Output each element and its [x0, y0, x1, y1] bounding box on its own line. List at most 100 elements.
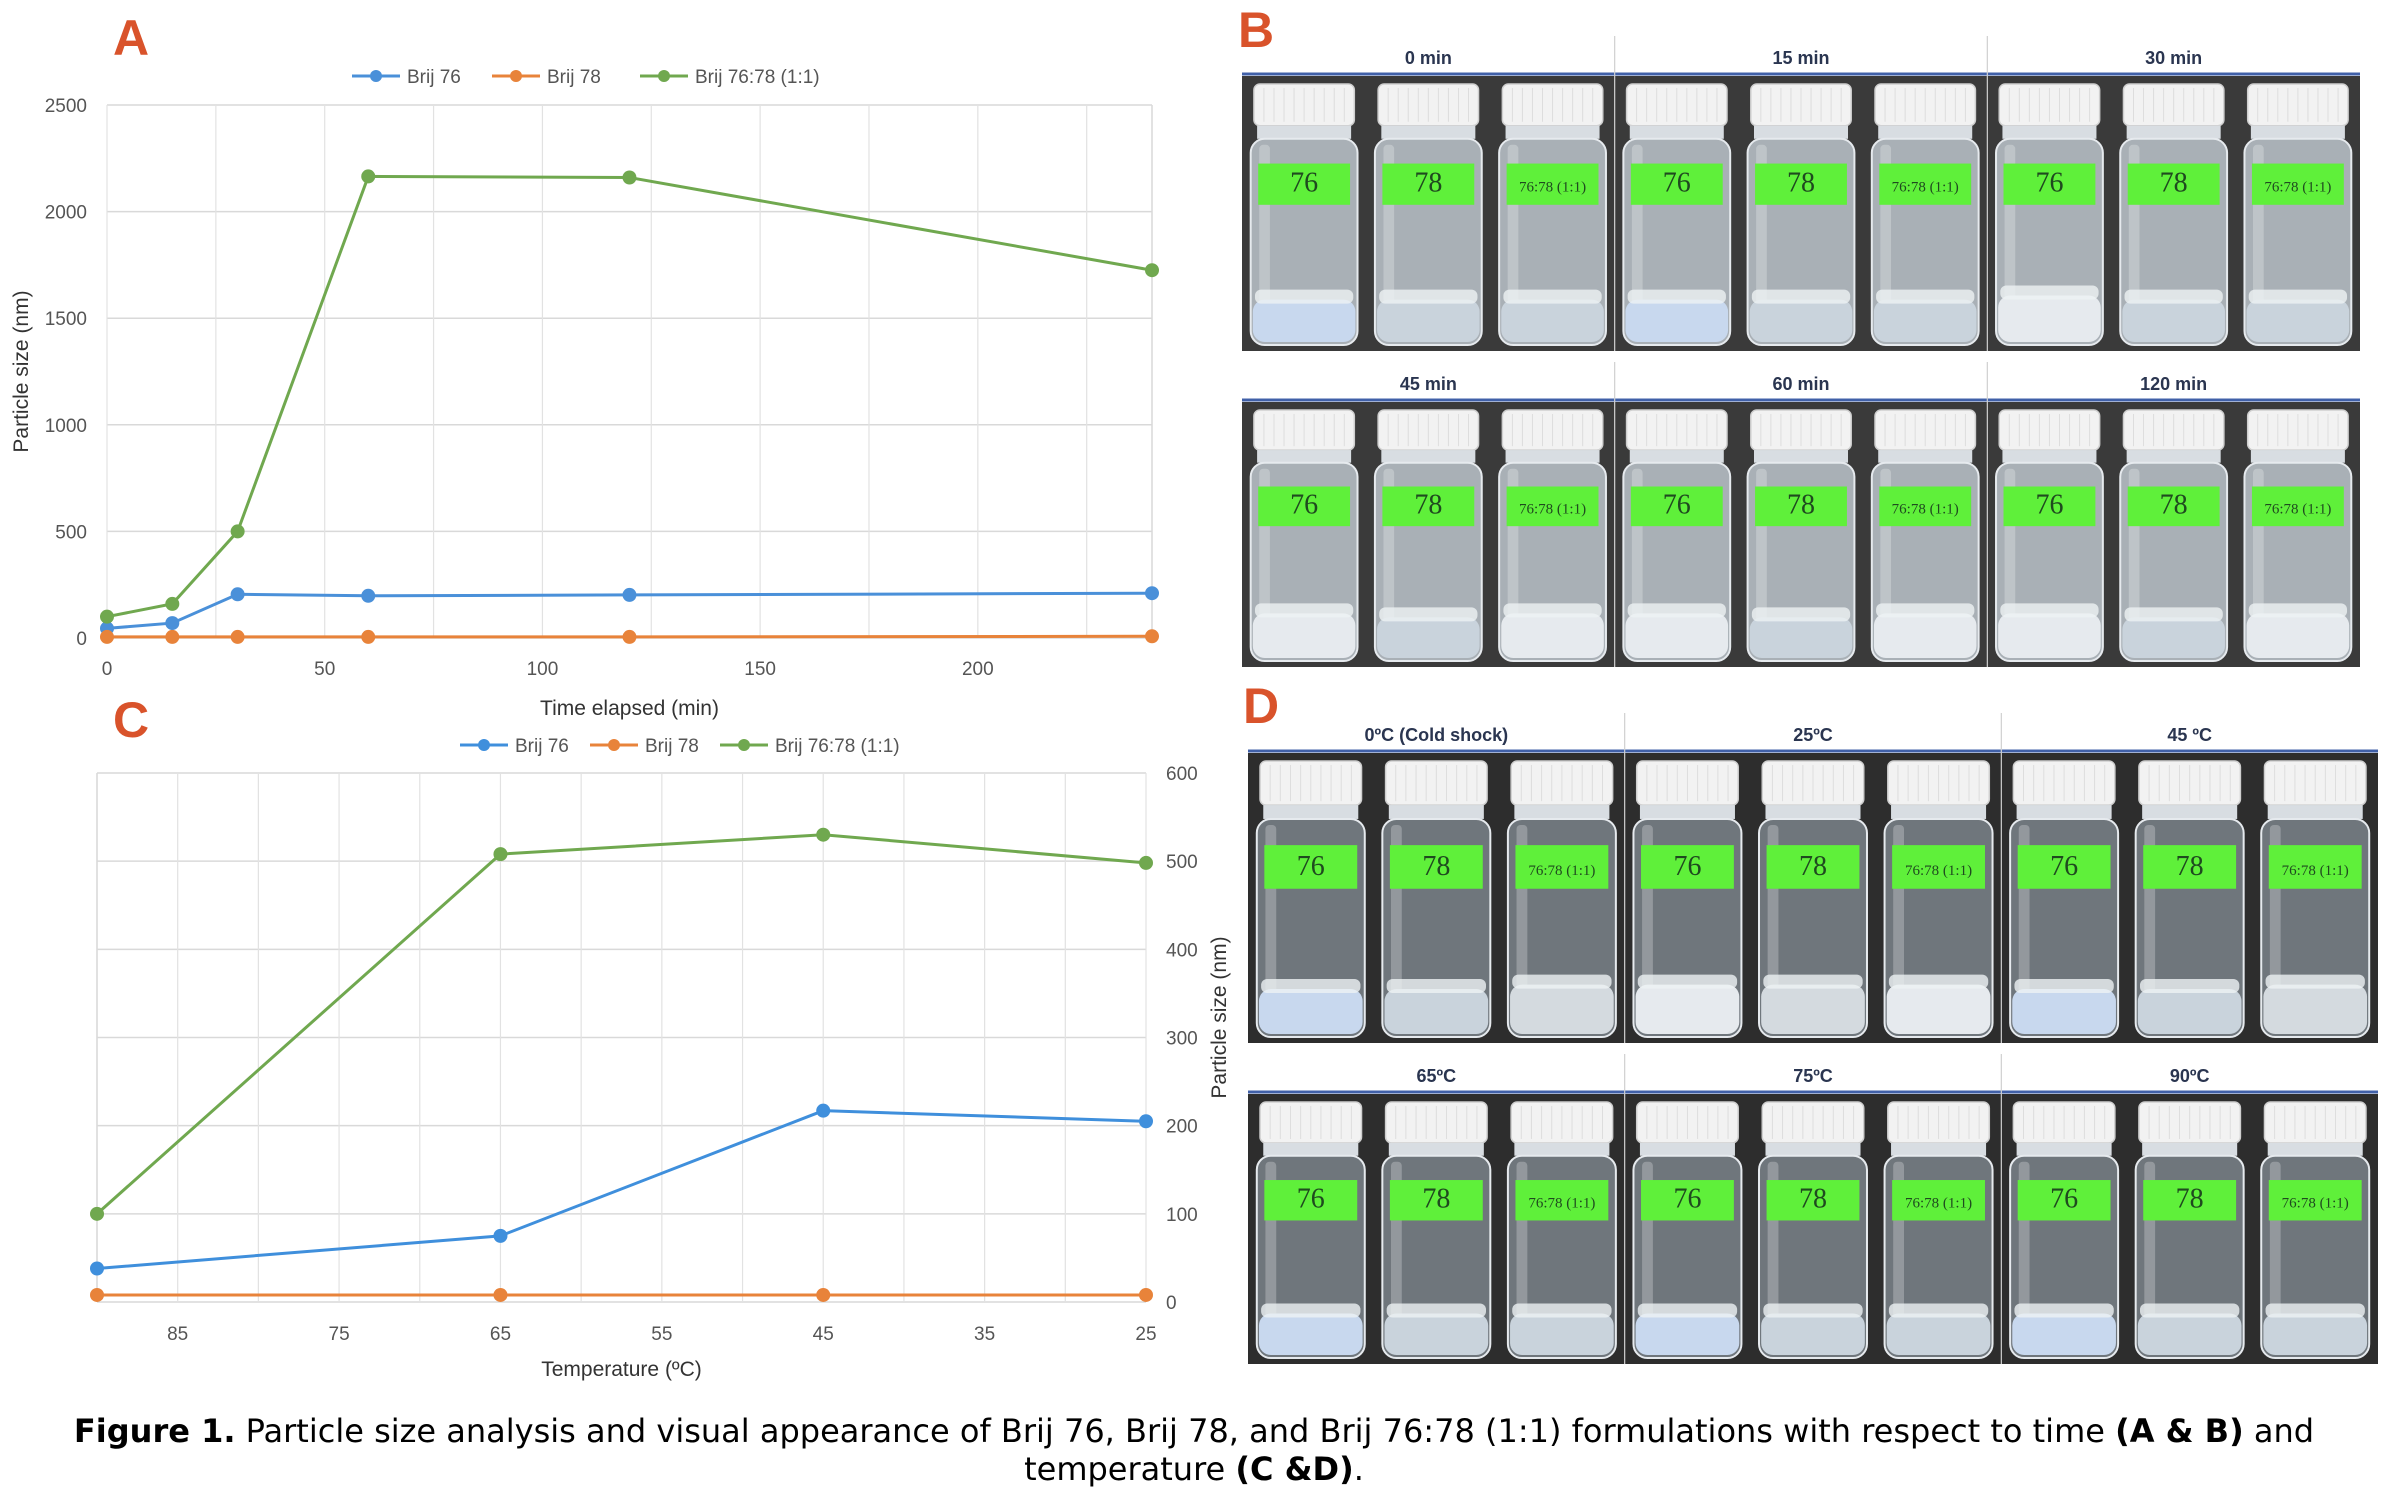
- data-point: [100, 629, 114, 644]
- vial-foam: [1261, 1303, 1361, 1318]
- vial-neck: [2250, 450, 2345, 463]
- legend-label: Brij 78: [547, 67, 601, 88]
- vial-foam: [2265, 974, 2365, 989]
- vial-foam: [1379, 289, 1478, 304]
- x-tick-label: 65: [490, 1324, 511, 1345]
- vial-foam: [2248, 289, 2348, 304]
- photo-time-label: 65ºC: [1417, 1066, 1457, 1086]
- vial-label-tape: [1382, 163, 1475, 205]
- vial-label-tape: [2127, 163, 2220, 205]
- series-line: [106, 174, 1153, 619]
- vial-foam: [1627, 289, 1726, 304]
- vial-liquid: [1501, 299, 1604, 342]
- vial-liquid: [1625, 613, 1729, 658]
- data-point: [493, 1287, 508, 1302]
- vial-liquid: [2122, 299, 2225, 342]
- vial-foam: [1627, 603, 1726, 618]
- vial-label-tape: [2268, 1180, 2362, 1221]
- vial-neck: [1629, 125, 1724, 139]
- vial-liquid: [1501, 613, 1604, 658]
- data-point: [816, 1287, 831, 1302]
- vial-label-tape: [1879, 163, 1972, 205]
- vial-label-text: 76: [1290, 489, 1318, 520]
- vial-label-text: 78: [1799, 1184, 1827, 1215]
- legend-label: Brij 78: [645, 736, 699, 757]
- vial-liquid: [1377, 617, 1480, 658]
- vial-label-tape: [1766, 845, 1860, 889]
- data-point: [230, 629, 245, 644]
- vial-foam: [1503, 289, 1602, 304]
- vial-liquid: [2246, 299, 2350, 342]
- vial-foam: [1888, 974, 1989, 989]
- data-point: [165, 629, 180, 644]
- vial-label-tape: [2268, 845, 2362, 889]
- x-tick-label: 75: [329, 1324, 350, 1345]
- y-tick-label: 100: [1166, 1205, 1198, 1226]
- vial-neck: [1505, 125, 1600, 139]
- vial-label-tape: [2017, 1180, 2111, 1221]
- vial-foam: [1876, 603, 1975, 618]
- vial-label-text: 76:78 (1:1): [1892, 501, 1959, 517]
- vial-foam: [2124, 607, 2223, 622]
- vial-neck: [1263, 1142, 1359, 1156]
- vial-liquid: [2263, 1313, 2368, 1355]
- x-tick-label: 25: [1135, 1324, 1156, 1345]
- vial-label-text: 76:78 (1:1): [1892, 180, 1959, 196]
- vial-label-text: 78: [1422, 851, 1450, 882]
- vial-liquid: [2137, 1313, 2242, 1355]
- vial-neck: [1388, 1142, 1484, 1156]
- vial-label-text: 76: [1297, 851, 1325, 882]
- vial-liquid: [1384, 989, 1489, 1034]
- caption-bold-1: (A & B): [2115, 1412, 2244, 1450]
- series-line: [107, 634, 1153, 639]
- x-axis-title: Temperature (ºC): [541, 1358, 702, 1381]
- vial-label-text: 76: [2050, 851, 2078, 882]
- vial-label-text: 76:78 (1:1): [1528, 863, 1595, 879]
- data-point: [1139, 855, 1153, 870]
- panel-letter-b: B: [1238, 2, 1274, 58]
- vial-label-tape: [1264, 1180, 1358, 1221]
- vial-label-text: 76:78 (1:1): [2282, 1196, 2349, 1212]
- vial-label-text: 76: [1297, 1184, 1325, 1215]
- vial-label-tape: [1258, 486, 1351, 527]
- vial-label-text: 76:78 (1:1): [1905, 1196, 1972, 1212]
- vial-neck: [2267, 805, 2363, 819]
- vial-label-tape: [1641, 1180, 1734, 1221]
- vial-neck: [1629, 450, 1724, 463]
- vial-label-tape: [1389, 845, 1483, 889]
- data-point: [165, 616, 180, 631]
- photo-time-label: 75ºC: [1793, 1066, 1833, 1086]
- data-point: [1145, 629, 1159, 644]
- data-point: [90, 1261, 104, 1276]
- vial-label-text: 76:78 (1:1): [2264, 501, 2331, 517]
- data-point: [1139, 1287, 1153, 1302]
- vial-neck: [2002, 125, 2097, 139]
- legend-marker: [370, 70, 382, 82]
- x-tick-label: 50: [314, 659, 335, 680]
- photo-time-label: 120 min: [2140, 374, 2207, 394]
- legend-marker: [608, 739, 620, 751]
- vial-foam: [2124, 289, 2223, 304]
- vial-label-tape: [2003, 163, 2096, 205]
- series-line: [96, 1109, 1147, 1270]
- vial-foam: [1751, 289, 1851, 304]
- panel-letter-d: D: [1243, 678, 1279, 734]
- data-point: [493, 847, 508, 862]
- data-point: [361, 629, 376, 644]
- y-tick-label: 600: [1166, 764, 1198, 785]
- legend-label: Brij 76: [407, 67, 461, 88]
- x-tick-label: 45: [813, 1324, 834, 1345]
- vial-liquid: [2246, 613, 2350, 658]
- data-point: [361, 588, 376, 603]
- vial-label-tape: [1630, 486, 1723, 527]
- vial-neck: [1753, 450, 1849, 463]
- vial-liquid: [1384, 1313, 1489, 1355]
- vial-neck: [1765, 805, 1861, 819]
- vial-neck: [1753, 125, 1849, 139]
- y-axis-title: Particle size (nm): [1208, 936, 1231, 1098]
- vial-neck: [2142, 1142, 2238, 1156]
- vial-liquid: [1886, 1313, 1991, 1355]
- series-line: [106, 591, 1153, 630]
- vial-label-tape: [1766, 1180, 1860, 1221]
